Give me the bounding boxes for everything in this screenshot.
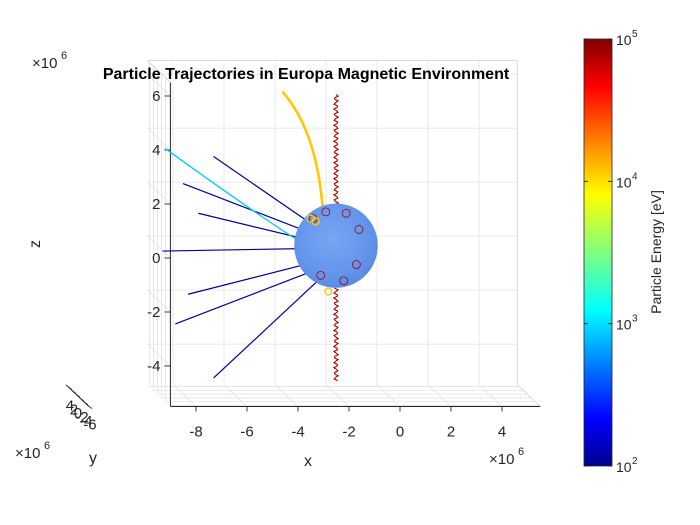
trajectory-line [187,261,316,295]
chart-title: Particle Trajectories in Europa Magnetic… [103,66,510,83]
y-tick [83,401,89,406]
colorbar-tick-label: 10 3 [616,314,638,333]
svg-text:10: 10 [616,459,632,475]
svg-text:10: 10 [616,32,632,48]
gridline-x-floor [376,384,401,407]
z-tick-label: -2 [147,304,160,321]
svg-text:6: 6 [518,446,524,458]
y-tick [71,389,77,394]
svg-text:5: 5 [632,29,638,40]
y-tick [79,397,85,402]
trajectory-line [175,269,316,325]
y-tick-label: -6 [83,417,96,434]
gridline-x-floor [427,384,452,407]
gyration-loop [316,270,326,280]
gridline-x-floor [325,384,350,407]
gyration-loop [311,217,320,226]
y-tick-label: 2 [70,401,78,418]
gridline-x-floor [223,384,248,407]
x-tick-label: -6 [240,424,253,441]
box-edge [147,60,171,83]
gridline-z-side [147,289,171,313]
grid [65,60,541,407]
trajectory-line [332,282,340,382]
x-tick-label: -2 [342,424,355,441]
y-tick-label: -2 [75,409,88,426]
x-tick-label: 2 [447,424,455,441]
colorbar-tick-label: 10 4 [616,171,638,190]
gyration-loop [324,287,333,296]
gridline-z-side [147,127,171,151]
box-edge [516,384,541,407]
gyration-loop [339,276,349,286]
gridline-z-side [147,343,171,367]
gridline-x-floor [172,384,197,407]
svg-text:×10: ×10 [489,451,514,468]
svg-text:10: 10 [616,317,632,333]
y-tick-label: 4 [66,398,74,415]
gridline-z-side [147,181,171,205]
svg-text:6: 6 [61,50,67,62]
z-exponent-label: ×10 6 [32,50,67,72]
y-tick-label: 0 [74,405,82,422]
y-tick [67,386,73,390]
z-tick-label: 6 [152,88,160,105]
z-axis-label: z [27,240,44,248]
gyration-loop [351,260,361,269]
gyration-loop [354,225,364,234]
z-tick-label: 2 [152,196,160,213]
y-tick [87,405,93,409]
trajectory-line [213,156,316,228]
gridline-z-side [147,73,171,97]
x-tick-label: 0 [396,424,404,441]
trajectory-line [332,94,340,209]
trajectories [162,90,378,382]
x-tick-label: 4 [498,424,506,441]
trajectory-line [281,90,325,217]
trajectory-line [164,147,311,249]
svg-text:2: 2 [632,456,638,467]
trajectory-line [213,277,322,379]
y-exponent-label: ×10 6 [15,440,50,462]
svg-text:3: 3 [632,314,638,325]
x-tick-label: -8 [189,424,202,441]
svg-text:6: 6 [44,440,50,452]
z-tick-label: 0 [152,250,160,267]
gyration-loop [321,207,331,217]
svg-text:4: 4 [632,171,638,182]
trajectory-line [182,182,316,236]
gridline-x-floor [274,384,299,407]
y-axis-label: y [89,450,97,467]
colorbar-tick-label: 10 5 [616,29,638,48]
gridline-z-side [147,235,171,259]
svg-text:10: 10 [616,174,632,190]
y-tick [75,393,81,398]
svg-text:×10: ×10 [32,55,57,72]
trajectory-line [162,247,316,252]
y-tick-label: -4 [79,413,92,430]
svg-text:×10: ×10 [15,445,40,462]
gyration-loop [341,208,351,218]
colorbar-tick-label: 10 2 [616,456,638,475]
colorbar-label: Particle Energy [eV] [648,190,664,314]
europa-sphere [294,203,378,288]
x-tick-label: -4 [291,424,304,441]
z-tick-label: 4 [152,142,160,159]
colorbar-scale [583,38,613,467]
z-tick-label: -4 [147,358,160,375]
gridline-x-floor [478,384,503,407]
x-exponent-label: ×10 6 [489,446,524,468]
x-axis-label: x [304,453,312,470]
